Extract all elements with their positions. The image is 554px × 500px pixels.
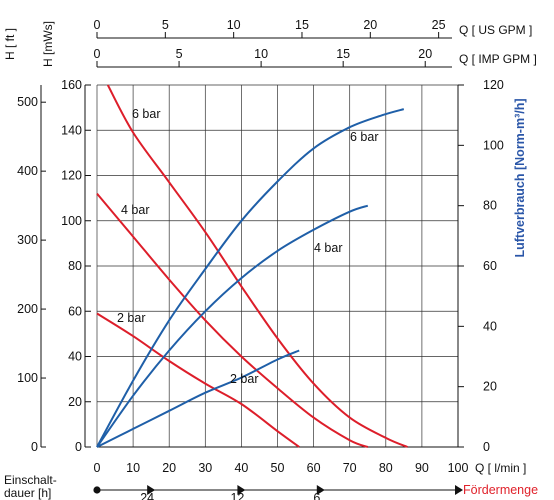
mws-tick-label: 0 xyxy=(75,440,82,454)
head-curve-label: 6 bar xyxy=(132,107,161,121)
ft-tick-label: 400 xyxy=(17,164,38,178)
y-axis-label-mws: H [mWs] xyxy=(41,21,55,67)
einschaltdauer-dot xyxy=(93,486,101,494)
head-curve-2-bar xyxy=(96,312,300,448)
us-tick-label: 10 xyxy=(227,18,241,32)
air-tick-label: 120 xyxy=(483,78,504,92)
einschaltdauer-label-line1: Einschalt- xyxy=(4,473,57,487)
einschaltdauer-label-line2: dauer [h] xyxy=(4,486,51,500)
chart-axes: 0 10 20 30 40 50 60 70 80 90 100020406080100120140… xyxy=(17,18,504,500)
x-tick-label: 30 xyxy=(198,461,212,475)
mws-tick-label: 160 xyxy=(61,78,82,92)
us-tick-label: 0 xyxy=(94,18,101,32)
x-tick-label: 20 xyxy=(162,461,176,475)
air-tick-label: 80 xyxy=(483,199,497,213)
ft-tick-label: 300 xyxy=(17,233,38,247)
ft-tick-label: 200 xyxy=(17,302,38,316)
y-axis-label-ft: H [ ft ] xyxy=(3,28,17,60)
us-tick-label: 20 xyxy=(363,18,377,32)
head-curve-6-bar xyxy=(106,84,408,448)
mws-tick-label: 120 xyxy=(61,169,82,183)
us-tick-label: 5 xyxy=(162,18,169,32)
mws-tick-label: 140 xyxy=(61,123,82,137)
chart-series: 6 bar 4 bar 2 bar 6 bar 4 bar 2 bar xyxy=(96,84,408,448)
imp-tick-label: 0 xyxy=(94,47,101,61)
duration-label: 12 xyxy=(230,491,244,500)
duration-arrow xyxy=(237,485,246,495)
foerdermenge-arrowhead xyxy=(455,485,463,495)
duration-label: 24 xyxy=(140,491,154,500)
air-curve-label: 2 bar xyxy=(230,372,259,386)
air-tick-label: 100 xyxy=(483,138,504,152)
duration-arrow xyxy=(316,485,325,495)
imp-tick-label: 20 xyxy=(418,47,432,61)
air-curve-6-bar xyxy=(96,108,405,448)
x-axis-label: Q [ l/min ] xyxy=(475,461,526,475)
head-curve-label: 4 bar xyxy=(121,203,150,217)
us-tick-label: 25 xyxy=(432,18,446,32)
ft-tick-label: 100 xyxy=(17,371,38,385)
mws-tick-label: 80 xyxy=(68,259,82,273)
air-curve-label: 6 bar xyxy=(350,130,379,144)
air-tick-label: 60 xyxy=(483,259,497,273)
mws-tick-label: 20 xyxy=(68,395,82,409)
x-tick-label: 100 xyxy=(448,461,469,475)
imp-tick-label: 5 xyxy=(176,47,183,61)
top-axis-label-us: Q [ US GPM ] xyxy=(459,23,532,37)
imp-tick-label: 10 xyxy=(254,47,268,61)
duration-arrow xyxy=(147,485,156,495)
head-curve-label: 2 bar xyxy=(117,311,146,325)
ft-tick-label: 0 xyxy=(31,440,38,454)
right-axis-label: Luftverbrauch [Norm-m³/h] xyxy=(513,98,527,257)
mws-tick-label: 60 xyxy=(68,304,82,318)
foerdermenge-label: Fördermenge xyxy=(463,483,538,497)
air-tick-label: 20 xyxy=(483,380,497,394)
duration-label: 6 xyxy=(313,491,320,500)
plot-grid xyxy=(96,84,459,448)
x-tick-label: 50 xyxy=(271,461,285,475)
ft-tick-label: 500 xyxy=(17,95,38,109)
top-axis-label-imp: Q [ IMP GPM ] xyxy=(459,52,537,66)
x-tick-label: 60 xyxy=(307,461,321,475)
mws-tick-label: 40 xyxy=(68,350,82,364)
x-tick-label: 90 xyxy=(415,461,429,475)
us-tick-label: 15 xyxy=(295,18,309,32)
air-curve-4-bar xyxy=(96,204,369,448)
air-tick-label: 40 xyxy=(483,319,497,333)
x-tick-label: 80 xyxy=(379,461,393,475)
mws-tick-label: 100 xyxy=(61,214,82,228)
imp-tick-label: 15 xyxy=(336,47,350,61)
x-tick-label: 70 xyxy=(343,461,357,475)
x-tick-label: 10 xyxy=(126,461,140,475)
air-curve-2-bar xyxy=(96,349,300,448)
head-curve-4-bar xyxy=(96,192,369,448)
x-tick-label: 0 xyxy=(94,461,101,475)
x-tick-label: 40 xyxy=(234,461,248,475)
air-curve-label: 4 bar xyxy=(314,241,343,255)
air-tick-label: 0 xyxy=(483,440,490,454)
